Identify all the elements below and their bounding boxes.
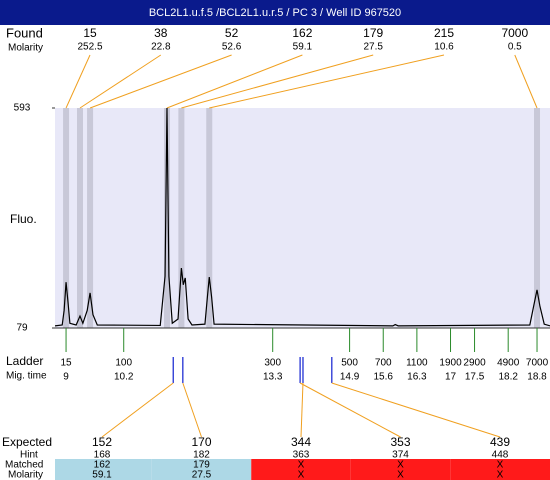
expected-matched: X <box>397 460 404 471</box>
found-size: 162 <box>292 26 312 40</box>
ladder-size: 1100 <box>406 358 428 369</box>
found-size: 215 <box>434 26 454 40</box>
found-size: 15 <box>83 26 97 40</box>
expected-hint: 182 <box>193 450 210 461</box>
expected-label: Expected <box>2 435 52 449</box>
found-molarity: 52.6 <box>222 42 242 53</box>
expected-connector <box>101 382 174 438</box>
found-connector <box>89 54 232 109</box>
molarity-label: Molarity <box>8 470 43 480</box>
expected-size: 353 <box>390 435 410 449</box>
found-molarity: 27.5 <box>363 42 383 53</box>
ladder-time: 18.8 <box>527 372 547 383</box>
expected-size: 152 <box>92 435 112 449</box>
peak-band <box>163 108 170 328</box>
found-connector <box>181 54 374 109</box>
ladder-size: 4900 <box>497 358 520 369</box>
found-connector <box>65 54 91 109</box>
expected-connector <box>300 382 304 438</box>
ladder-size: 2900 <box>463 358 486 369</box>
expected-molarity: X <box>298 470 305 480</box>
expected-hint: 363 <box>293 450 310 461</box>
found-molarity: 252.5 <box>77 42 102 53</box>
title-bar <box>0 0 550 25</box>
peak-band <box>87 108 94 328</box>
ladder-time-label: Mig. time <box>6 371 47 382</box>
ladder-time: 13.3 <box>263 372 283 383</box>
matched-label: Matched <box>5 460 43 471</box>
expected-size: 439 <box>490 435 510 449</box>
ladder-size: 700 <box>375 358 392 369</box>
ladder-size: 1900 <box>439 358 462 369</box>
found-size: 7000 <box>501 26 528 40</box>
found-connector <box>514 54 538 109</box>
hint-label: Hint <box>20 450 38 461</box>
y-axis-label: Fluo. <box>10 212 37 226</box>
ladder-time: 17 <box>445 372 457 383</box>
expected-molarity: X <box>397 470 404 480</box>
expected-matched: X <box>298 460 305 471</box>
found-size: 52 <box>225 26 239 40</box>
expected-matched: X <box>497 460 504 471</box>
trace <box>54 107 550 327</box>
found-size: 38 <box>154 26 168 40</box>
expected-matched: 162 <box>94 460 111 471</box>
expected-connector <box>182 382 202 438</box>
found-label: Found <box>6 25 43 40</box>
matched-cell <box>350 459 451 480</box>
peak-band <box>534 108 541 328</box>
found-connector <box>209 54 445 109</box>
plot-area <box>55 108 550 328</box>
peak-band <box>63 108 70 328</box>
ladder-time: 15.6 <box>374 372 394 383</box>
found-molarity: 10.6 <box>434 42 454 53</box>
ladder-size: 500 <box>341 358 358 369</box>
matched-cell <box>251 459 351 480</box>
found-connector <box>166 54 303 109</box>
expected-hint: 374 <box>392 450 409 461</box>
found-connector <box>79 54 162 109</box>
expected-size: 344 <box>291 435 311 449</box>
found-molarity: 59.1 <box>293 42 313 53</box>
ladder-time: 18.2 <box>498 372 518 383</box>
found-molarity-label: Molarity <box>8 43 43 54</box>
expected-connector <box>299 382 401 438</box>
expected-molarity: 59.1 <box>92 470 112 480</box>
found-size: 179 <box>363 26 383 40</box>
title: BCL2L1.u.f.5 /BCL2L1.u.r.5 / PC 3 / Well… <box>149 7 401 19</box>
expected-hint: 168 <box>94 450 111 461</box>
expected-connector <box>331 382 501 438</box>
peak-band <box>206 108 213 328</box>
ladder-label: Ladder <box>6 354 43 368</box>
matched-cell <box>151 459 252 480</box>
ladder-time: 14.9 <box>340 372 360 383</box>
expected-hint: 448 <box>492 450 509 461</box>
ladder-size: 300 <box>264 358 281 369</box>
expected-molarity: X <box>497 470 504 480</box>
y-tick-label: 79 <box>16 323 28 334</box>
y-tick-label: 593 <box>14 103 31 114</box>
found-molarity: 0.5 <box>508 42 522 53</box>
matched-cell <box>55 459 152 480</box>
ladder-time: 16.3 <box>407 372 427 383</box>
expected-molarity: 27.5 <box>192 470 212 480</box>
ladder-time: 9 <box>63 372 69 383</box>
matched-cell <box>450 459 550 480</box>
peak-band <box>178 108 185 328</box>
found-molarity: 22.8 <box>151 42 171 53</box>
ladder-size: 7000 <box>526 358 549 369</box>
expected-matched: 179 <box>193 460 210 471</box>
ladder-size: 15 <box>60 358 72 369</box>
expected-size: 170 <box>191 435 211 449</box>
ladder-size: 100 <box>115 358 132 369</box>
peak-band <box>76 108 83 328</box>
ladder-time: 17.5 <box>465 372 485 383</box>
ladder-time: 10.2 <box>114 372 134 383</box>
